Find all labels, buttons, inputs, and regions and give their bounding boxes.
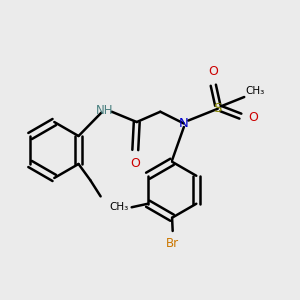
Text: O: O bbox=[130, 158, 140, 170]
Text: N: N bbox=[179, 117, 189, 130]
Text: Br: Br bbox=[166, 237, 179, 250]
Text: S: S bbox=[214, 102, 222, 115]
Text: CH₃: CH₃ bbox=[246, 85, 265, 95]
Text: CH₃: CH₃ bbox=[110, 202, 129, 212]
Text: O: O bbox=[248, 111, 258, 124]
Text: O: O bbox=[208, 65, 218, 78]
Text: NH: NH bbox=[96, 104, 113, 117]
